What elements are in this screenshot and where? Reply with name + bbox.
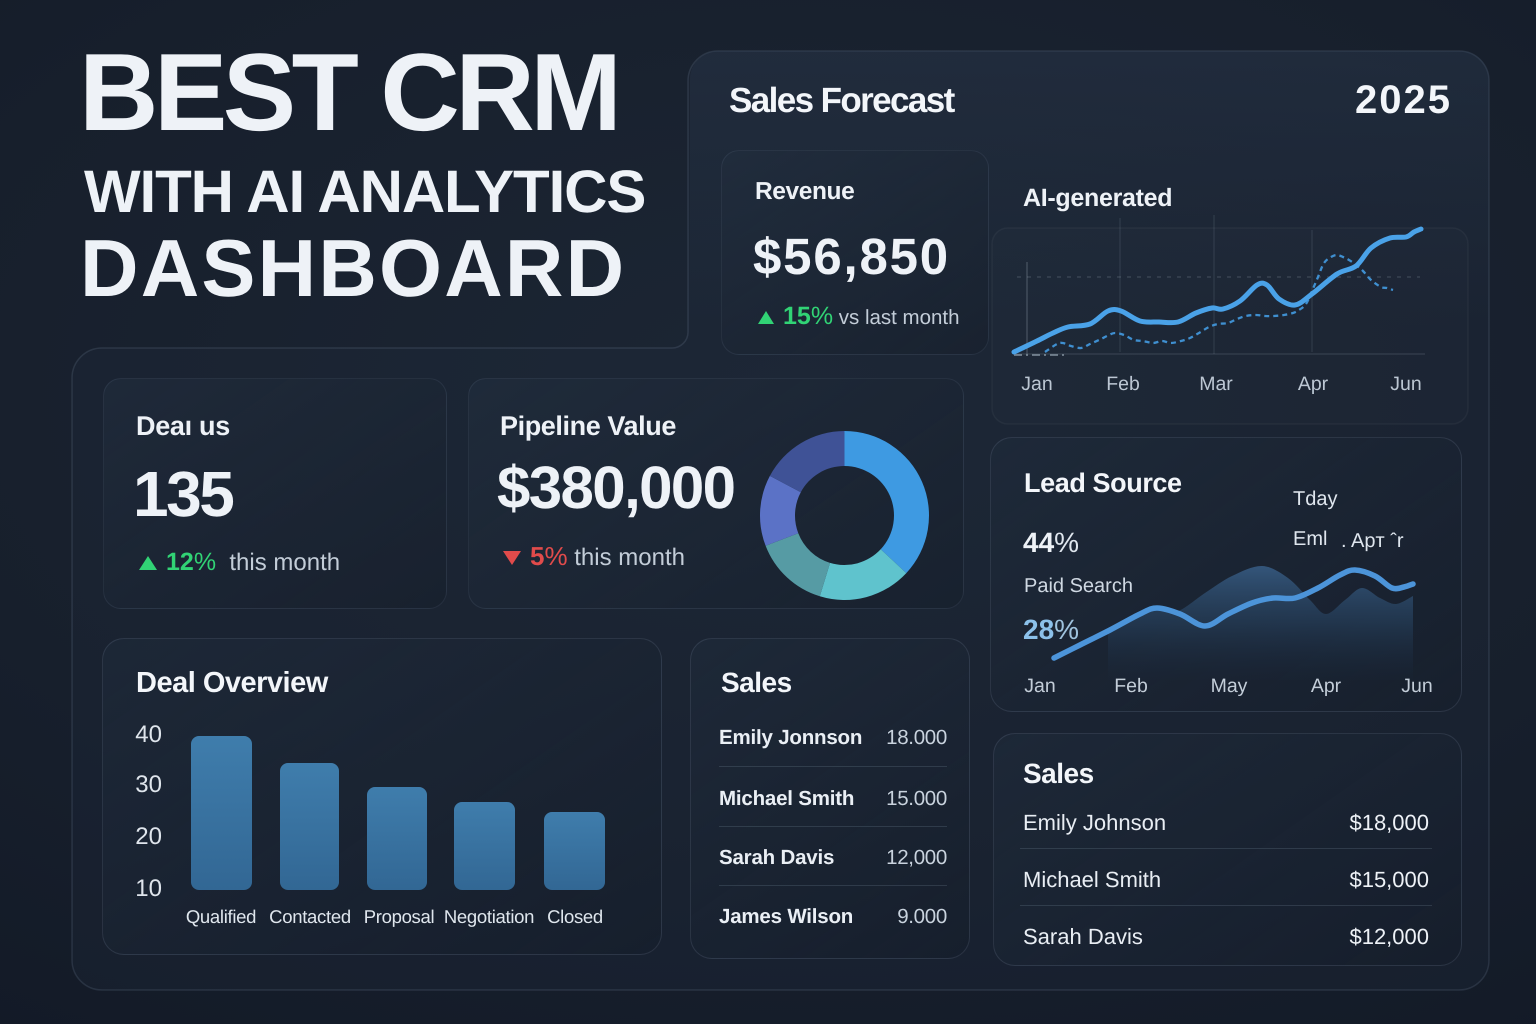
svg-text:Feb: Feb	[1106, 373, 1140, 395]
svg-text:Feb: Feb	[1114, 675, 1148, 697]
svg-text:Apr: Apr	[1311, 675, 1342, 697]
svg-text:May: May	[1211, 675, 1248, 697]
svg-text:Jun: Jun	[1401, 675, 1432, 697]
svg-text:Jun: Jun	[1390, 373, 1421, 395]
svg-text:Apr: Apr	[1298, 373, 1329, 395]
svg-text:Jan: Jan	[1021, 373, 1052, 395]
svg-text:Mar: Mar	[1199, 373, 1233, 395]
svg-text:Jan: Jan	[1024, 675, 1055, 697]
